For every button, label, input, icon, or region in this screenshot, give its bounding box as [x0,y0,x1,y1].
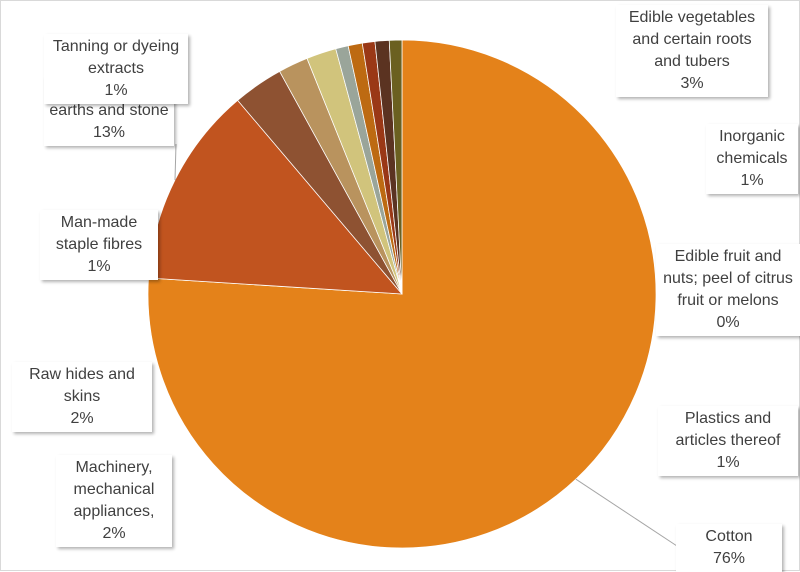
data-label-machinery: Machinery, mechanical appliances, 2% [56,455,172,547]
data-label-tanning-dyeing: Tanning or dyeing extracts 1% [44,34,188,104]
data-label-man-made-staple-fibres: Man-made staple fibres 1% [40,210,158,280]
data-label-plastics: Plastics and articles thereof 1% [658,406,798,476]
data-label-inorganic-chemicals: Inorganic chemicals 1% [706,124,798,194]
leader-line-salt-sulphur [174,143,177,181]
data-label-cotton: Cotton 76% [676,524,782,572]
data-label-edible-vegetables: Edible vegetables and certain roots and … [616,5,768,97]
pie-slice-cotton [147,39,657,549]
pie-slice-edible-fruit-and-nuts-peel-of-citrus-fruit-or-melons [388,39,403,295]
data-label-edible-fruit-nuts: Edible fruit and nuts; peel of citrus fr… [656,244,800,336]
data-label-raw-hides-skins: Raw hides and skins 2% [12,362,152,432]
leader-line-cotton [575,478,681,549]
